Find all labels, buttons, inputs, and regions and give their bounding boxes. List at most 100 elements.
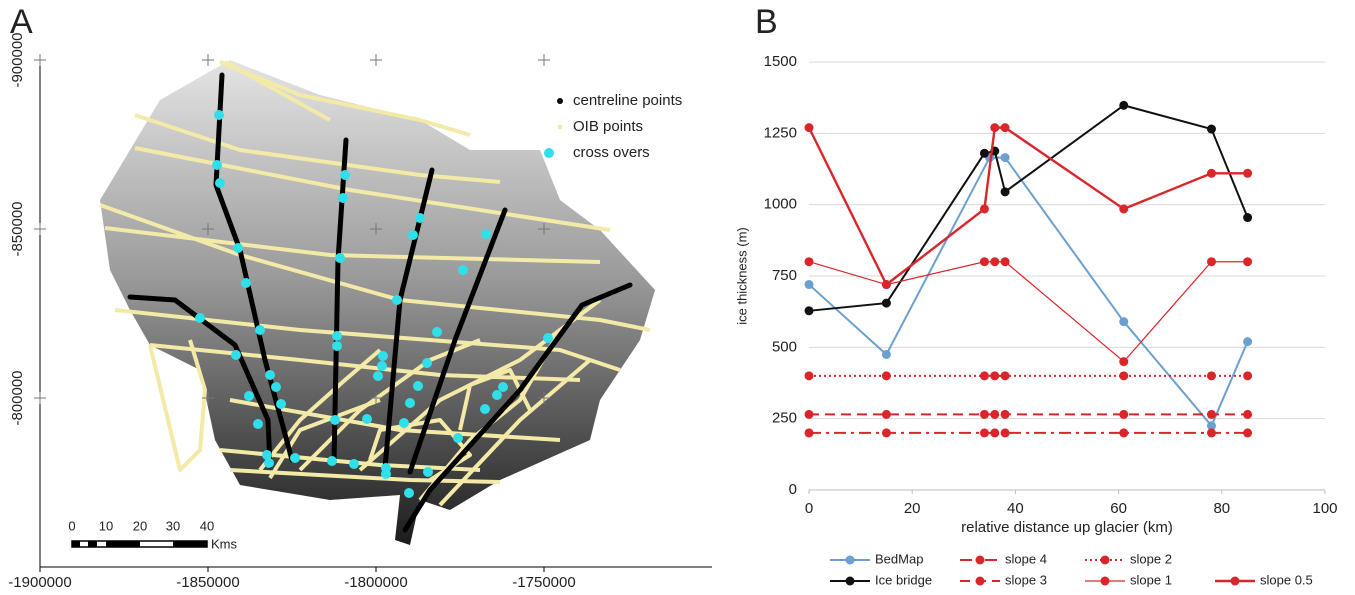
point: [1000, 153, 1010, 163]
x-tick-label: 100: [1312, 500, 1337, 517]
y-tick-label: 500: [772, 338, 797, 355]
point: [979, 257, 989, 267]
grid-cross: [34, 392, 46, 404]
point: [881, 428, 891, 438]
scale-bar-segment: [106, 541, 140, 547]
grid-cross: [370, 223, 382, 235]
point: [804, 428, 814, 438]
legend-marker: [845, 555, 855, 565]
x-tick-label: -1900000: [8, 574, 71, 591]
scale-bar-segment: [88, 541, 97, 547]
scale-bar-segment: [72, 541, 80, 547]
point: [1000, 409, 1010, 419]
x-axis-label: relative distance up glacier (km): [961, 519, 1173, 536]
legend-label: slope 1: [1130, 572, 1172, 587]
point: [1000, 371, 1010, 381]
series-line: [808, 156, 1249, 428]
y-axis-label: ice thickness (m): [734, 227, 749, 325]
legend-marker: [845, 576, 855, 586]
grid-cross: [538, 54, 550, 66]
point: [1206, 124, 1216, 134]
point: [1206, 257, 1216, 267]
x-tick-label: -1800000: [344, 574, 407, 591]
y-tick-label: 1500: [764, 53, 797, 70]
legend-marker: [975, 576, 985, 586]
legend-label: slope 0.5: [1260, 572, 1313, 587]
point: [1119, 357, 1129, 367]
point: [1000, 123, 1010, 133]
point: [990, 123, 1000, 133]
point: [1243, 257, 1253, 267]
map-image: [99, 60, 655, 545]
x-tick-label: 20: [904, 500, 921, 517]
point: [990, 371, 1000, 381]
y-tick-label: -900000: [9, 32, 26, 87]
x-tick-label: 60: [1110, 500, 1127, 517]
point: [1119, 204, 1129, 214]
legend-label: BedMap: [875, 551, 923, 566]
grid-cross: [202, 392, 214, 404]
scale-bar-segment: [173, 541, 207, 547]
grid-cross: [34, 223, 46, 235]
legend-marker: [1230, 576, 1240, 586]
point: [881, 280, 891, 290]
point: [804, 306, 814, 316]
y-tick-label: 750: [772, 267, 797, 284]
point: [1243, 371, 1253, 381]
point: [1206, 421, 1216, 431]
y-tick-label: 0: [789, 481, 797, 498]
point: [990, 428, 1000, 438]
point: [804, 409, 814, 419]
grid-cross: [202, 223, 214, 235]
point: [1243, 409, 1253, 419]
grid-cross: [370, 54, 382, 66]
legend-label: Ice bridge: [875, 572, 932, 587]
legend-label: slope 4: [1005, 551, 1047, 566]
point: [990, 409, 1000, 419]
x-tick-label: 0: [805, 500, 813, 517]
point: [979, 428, 989, 438]
legend-marker: [557, 98, 563, 104]
y-tick-label: -850000: [9, 201, 26, 256]
point: [804, 371, 814, 381]
legend-label: OIB points: [573, 118, 643, 135]
series-line: [807, 126, 1248, 287]
y-tick-label: 1250: [764, 124, 797, 141]
y-tick-label: 1000: [764, 196, 797, 213]
point: [979, 409, 989, 419]
scale-bar-label: 30: [166, 518, 180, 533]
point: [1119, 317, 1129, 327]
point: [1119, 100, 1129, 110]
legend-label: slope 3: [1005, 572, 1047, 587]
point: [1243, 213, 1253, 223]
point: [1000, 187, 1010, 197]
y-tick-label: -800000: [9, 370, 26, 425]
series-line: [808, 261, 1248, 363]
x-tick-label: 80: [1213, 500, 1230, 517]
point: [804, 257, 814, 267]
point: [979, 371, 989, 381]
point: [979, 148, 989, 158]
point: [804, 280, 814, 290]
legend-marker: [544, 148, 554, 158]
legend-marker: [1100, 555, 1110, 565]
point: [1243, 428, 1253, 438]
legend-marker: [1100, 576, 1110, 586]
point: [1000, 257, 1010, 267]
legend-label: slope 2: [1130, 551, 1172, 566]
scale-bar-label: 40: [200, 518, 214, 533]
y-tick-label: 250: [772, 410, 797, 427]
point: [1206, 428, 1216, 438]
point: [1206, 409, 1216, 419]
x-tick-label: -1750000: [512, 574, 575, 591]
panel-letter: A: [10, 3, 33, 41]
point: [1243, 337, 1253, 347]
point: [1119, 409, 1129, 419]
series-line: [808, 104, 1249, 312]
scale-bar-label: 0: [68, 518, 75, 533]
grid-cross: [34, 54, 46, 66]
point: [881, 371, 891, 381]
legend-label: centreline points: [573, 92, 682, 109]
scale-bar-label: 10: [99, 518, 113, 533]
legend-marker: [975, 555, 985, 565]
